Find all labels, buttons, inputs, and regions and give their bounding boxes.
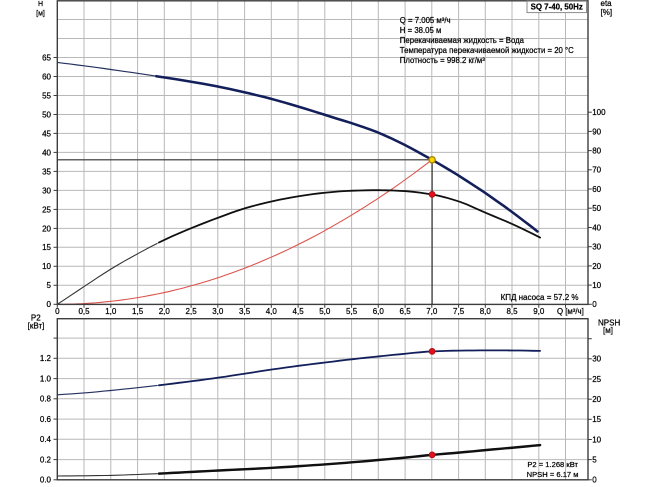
svg-text:0.6: 0.6: [40, 415, 52, 424]
svg-text:eta: eta: [601, 0, 613, 8]
svg-text:80: 80: [592, 147, 601, 156]
svg-text:1,5: 1,5: [132, 307, 144, 316]
svg-text:0: 0: [592, 300, 597, 309]
svg-text:0.0: 0.0: [40, 476, 52, 485]
svg-text:0: 0: [592, 476, 597, 485]
svg-text:2,5: 2,5: [186, 307, 198, 316]
svg-text:5,5: 5,5: [346, 307, 358, 316]
svg-text:15: 15: [592, 415, 601, 424]
svg-text:10: 10: [592, 435, 601, 444]
svg-text:4,5: 4,5: [293, 307, 305, 316]
svg-text:0.2: 0.2: [40, 455, 52, 464]
svg-text:[м]: [м]: [36, 11, 45, 18]
svg-text:[кВт]: [кВт]: [28, 322, 45, 331]
svg-text:50: 50: [592, 204, 601, 213]
svg-text:45: 45: [42, 129, 51, 138]
svg-text:50: 50: [42, 110, 51, 119]
svg-text:КПД насоса = 57.2 %: КПД насоса = 57.2 %: [501, 293, 579, 302]
svg-text:0,5: 0,5: [78, 307, 90, 316]
svg-text:Плотность = 998.2 кг/м³: Плотность = 998.2 кг/м³: [400, 56, 485, 65]
svg-text:65: 65: [42, 53, 51, 62]
svg-text:6,5: 6,5: [400, 307, 412, 316]
svg-text:1.2: 1.2: [40, 354, 52, 363]
svg-text:7,0: 7,0: [426, 307, 438, 316]
svg-text:6,0: 6,0: [373, 307, 385, 316]
svg-text:NPSH = 6.17 м: NPSH = 6.17 м: [527, 470, 579, 479]
svg-text:1,0: 1,0: [105, 307, 117, 316]
svg-text:1.0: 1.0: [40, 374, 52, 383]
svg-text:5,0: 5,0: [319, 307, 331, 316]
svg-text:30: 30: [592, 243, 601, 252]
svg-text:20: 20: [592, 262, 601, 271]
svg-text:H = 38.05 м: H = 38.05 м: [400, 26, 442, 35]
svg-text:20: 20: [592, 395, 601, 404]
svg-text:NPSH: NPSH: [598, 318, 620, 327]
svg-text:2,0: 2,0: [159, 307, 171, 316]
svg-text:90: 90: [592, 127, 601, 136]
svg-text:7,5: 7,5: [453, 307, 465, 316]
svg-text:SQ 7-40, 50Hz: SQ 7-40, 50Hz: [531, 2, 583, 11]
svg-text:70: 70: [592, 166, 601, 175]
svg-text:Температура перекачиваемой жид: Температура перекачиваемой жидкости = 20…: [400, 46, 574, 55]
svg-text:3,0: 3,0: [212, 307, 224, 316]
svg-text:5: 5: [592, 456, 597, 465]
svg-text:P2 = 1.268 кВт: P2 = 1.268 кВт: [527, 460, 578, 469]
svg-text:9,0: 9,0: [533, 307, 545, 316]
svg-text:30: 30: [592, 355, 601, 364]
svg-text:25: 25: [42, 205, 51, 214]
svg-text:[м]: [м]: [603, 326, 613, 335]
svg-text:20: 20: [42, 224, 51, 233]
svg-text:0: 0: [55, 307, 60, 316]
svg-text:55: 55: [42, 91, 51, 100]
svg-text:10: 10: [42, 262, 51, 271]
svg-text:35: 35: [42, 167, 51, 176]
svg-text:0.4: 0.4: [40, 435, 52, 444]
svg-text:Q = 7.005 м³/ч: Q = 7.005 м³/ч: [400, 16, 451, 25]
svg-text:[%]: [%]: [601, 8, 613, 17]
svg-text:0: 0: [47, 300, 52, 309]
svg-text:60: 60: [592, 185, 601, 194]
svg-text:Перекачиваемая жидкость = Вода: Перекачиваемая жидкость = Вода: [400, 36, 525, 45]
svg-text:10: 10: [592, 281, 601, 290]
svg-text:60: 60: [42, 72, 51, 81]
svg-text:P2: P2: [31, 313, 41, 322]
svg-text:30: 30: [42, 186, 51, 195]
svg-text:H: H: [38, 1, 43, 8]
svg-text:100: 100: [592, 108, 606, 117]
svg-text:15: 15: [42, 243, 51, 252]
svg-text:5: 5: [47, 281, 52, 290]
svg-text:3,5: 3,5: [239, 307, 251, 316]
svg-text:Q [м³/ч]: Q [м³/ч]: [557, 307, 584, 316]
svg-text:40: 40: [592, 223, 601, 232]
svg-text:40: 40: [42, 148, 51, 157]
svg-text:25: 25: [592, 375, 601, 384]
svg-text:0.8: 0.8: [40, 395, 52, 404]
svg-text:8,5: 8,5: [506, 307, 518, 316]
svg-text:8,0: 8,0: [480, 307, 492, 316]
svg-text:4,0: 4,0: [266, 307, 278, 316]
